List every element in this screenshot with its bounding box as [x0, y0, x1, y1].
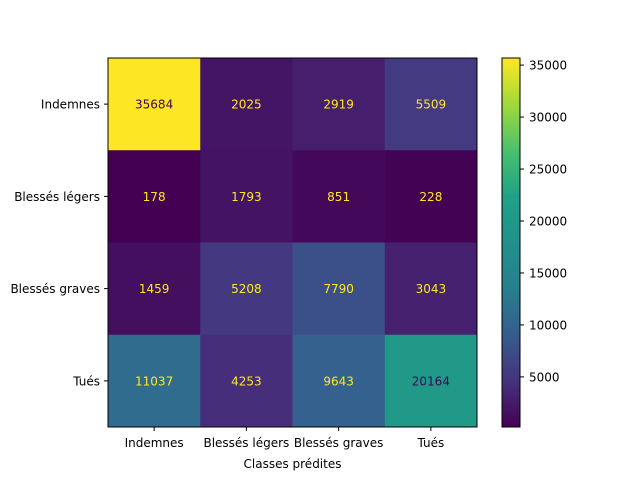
y-tick-label: Blessés graves	[10, 282, 100, 296]
y-tick-label: Blessés légers	[14, 190, 100, 204]
heatmap-cell-r1-c0	[108, 150, 201, 243]
plot-frame	[107, 57, 478, 428]
cell-value-label: 178	[143, 190, 166, 204]
x-tick-label: Blessés légers	[203, 436, 289, 450]
cell-value-label: 3043	[416, 282, 447, 296]
colorbar-tick-label: 15000	[529, 266, 567, 280]
heatmap-cells	[108, 58, 478, 428]
cell-value-label: 7790	[323, 282, 354, 296]
heatmap-cell-r1-c3	[384, 150, 478, 243]
heatmap-cell-r3-c3	[384, 334, 478, 428]
colorbar-ticks: 5000 10000 15000 20000 25000 30000 35000	[520, 59, 567, 384]
heatmap-cell-r2-c0	[108, 242, 201, 336]
cell-value-label: 20164	[412, 374, 450, 388]
cell-value-label: 1793	[231, 190, 262, 204]
heatmap-cell-r0-c0	[108, 58, 201, 151]
y-axis-ticks: Indemnes Blessés légers Blessés graves Tués	[10, 98, 108, 388]
x-tick-label: Tués	[417, 436, 445, 450]
heatmap-cell-r0-c3	[384, 58, 478, 151]
cell-value-label: 228	[419, 190, 442, 204]
heatmap-cell-r0-c1	[200, 58, 293, 151]
x-axis-label: Classes prédites	[244, 457, 342, 471]
cell-value-label: 4253	[231, 374, 262, 388]
heatmap-cell-r3-c0	[108, 334, 201, 428]
colorbar	[501, 57, 521, 428]
cell-value-label: 9643	[323, 374, 354, 388]
x-tick-label: Blessés graves	[294, 436, 384, 450]
cell-value-label: 11037	[135, 374, 173, 388]
cell-value-label: 5509	[416, 98, 447, 112]
cell-value-label: 851	[327, 190, 350, 204]
colorbar-tick-label: 35000	[529, 59, 567, 73]
colorbar-tick-label: 25000	[529, 163, 567, 177]
cell-value-label: 2919	[323, 98, 354, 112]
x-tick-label: Indemnes	[125, 436, 184, 450]
cell-value-label: 1459	[139, 282, 170, 296]
colorbar-tick-label: 5000	[529, 370, 560, 384]
colorbar-tick-label: 20000	[529, 214, 567, 228]
heatmap-cell-r3-c1	[200, 334, 293, 428]
y-tick-label: Tués	[72, 374, 100, 388]
heatmap-cell-r2-c2	[292, 242, 386, 336]
heatmap-cell-r0-c2	[292, 58, 386, 151]
y-tick-label: Indemnes	[41, 98, 100, 112]
x-axis-ticks: Indemnes Blessés légers Blessés graves Tués	[125, 427, 445, 450]
colorbar-tick-label: 10000	[529, 318, 567, 332]
heatmap-cell-r1-c2	[292, 150, 386, 243]
heatmap-cell-labels: 35684 2025 2919 5509 178 1793 851 228 1459 5208 77…	[135, 98, 450, 389]
cell-value-label: 5208	[231, 282, 262, 296]
cell-value-label: 35684	[135, 98, 173, 112]
heatmap-cell-r2-c1	[200, 242, 293, 336]
colorbar-tick-label: 30000	[529, 111, 567, 125]
heatmap-cell-r1-c1	[200, 150, 293, 243]
heatmap-cell-r3-c2	[292, 334, 386, 428]
cell-value-label: 2025	[231, 98, 262, 112]
heatmap-cell-r2-c3	[384, 242, 478, 336]
